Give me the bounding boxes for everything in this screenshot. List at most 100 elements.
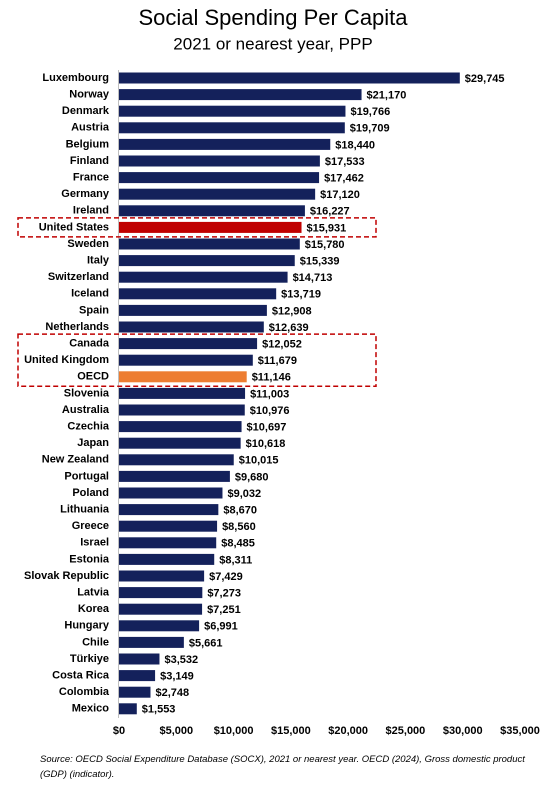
value-label: $21,170 bbox=[367, 90, 407, 102]
chart-subtitle: 2021 or nearest year, PPP bbox=[173, 34, 372, 53]
value-label: $8,560 bbox=[222, 521, 256, 533]
y-tick-label: Colombia bbox=[59, 686, 110, 698]
bar bbox=[119, 89, 362, 101]
value-label: $18,440 bbox=[335, 139, 375, 151]
y-tick-label: Hungary bbox=[64, 620, 110, 632]
y-tick-label: Spain bbox=[79, 304, 109, 316]
value-label: $12,639 bbox=[269, 322, 309, 334]
y-tick-label: Mexico bbox=[72, 703, 110, 715]
highlight-box bbox=[17, 333, 377, 388]
x-tick-label: $15,000 bbox=[271, 725, 311, 737]
y-tick-label: Ireland bbox=[73, 205, 109, 217]
value-label: $10,015 bbox=[239, 455, 279, 467]
y-tick-label: France bbox=[73, 172, 109, 184]
y-tick-label: Italy bbox=[87, 255, 110, 267]
bar bbox=[119, 221, 302, 233]
y-tick-label: Slovak Republic bbox=[24, 570, 109, 582]
y-tick-label: New Zealand bbox=[42, 454, 109, 466]
y-tick-label: Switzerland bbox=[48, 271, 109, 283]
value-label: $8,311 bbox=[219, 554, 252, 566]
y-tick-label: Finland bbox=[70, 155, 109, 167]
value-label: $11,003 bbox=[250, 388, 289, 400]
bar bbox=[119, 188, 316, 200]
value-label: $6,991 bbox=[204, 621, 238, 633]
y-tick-label: United States bbox=[39, 221, 109, 233]
y-tick-label: Australia bbox=[62, 404, 110, 416]
chart: Social Spending Per Capita 2021 or neare… bbox=[17, 5, 540, 737]
value-label: $10,697 bbox=[247, 422, 287, 434]
bar bbox=[119, 421, 242, 433]
value-label: $11,146 bbox=[252, 372, 291, 384]
value-label: $16,227 bbox=[310, 206, 350, 218]
bar bbox=[119, 587, 203, 599]
bar bbox=[119, 321, 264, 333]
y-tick-label: Israel bbox=[80, 537, 109, 549]
y-tick-label: Greece bbox=[72, 520, 109, 532]
value-label: $17,462 bbox=[324, 173, 364, 185]
source-note: Source: OECD Social Expenditure Database… bbox=[40, 754, 525, 780]
bar bbox=[119, 603, 203, 615]
y-tick-label: Korea bbox=[78, 603, 110, 615]
y-tick-label: Sweden bbox=[67, 238, 109, 250]
bar bbox=[119, 138, 331, 150]
bar bbox=[119, 238, 300, 250]
value-label: $12,052 bbox=[262, 339, 302, 351]
value-label: $15,339 bbox=[300, 256, 340, 268]
value-label: $8,485 bbox=[221, 538, 255, 550]
value-label: $15,780 bbox=[305, 239, 345, 251]
y-tick-label: Germany bbox=[61, 188, 110, 200]
value-label: $12,908 bbox=[272, 305, 312, 317]
y-tick-label: Slovenia bbox=[64, 387, 110, 399]
value-label: $9,680 bbox=[235, 471, 269, 483]
value-label: $29,745 bbox=[465, 73, 505, 85]
x-tick-label: $20,000 bbox=[328, 725, 368, 737]
bar bbox=[119, 354, 253, 366]
value-label: $8,670 bbox=[223, 505, 257, 517]
value-label: $3,149 bbox=[160, 671, 194, 683]
y-tick-label: Denmark bbox=[62, 105, 110, 117]
bar bbox=[119, 703, 137, 715]
bar bbox=[119, 520, 218, 532]
bar bbox=[119, 553, 215, 565]
value-label: $10,976 bbox=[250, 405, 290, 417]
y-tick-label: Costa Rica bbox=[52, 670, 110, 682]
value-label: $13,719 bbox=[281, 289, 321, 301]
bar bbox=[119, 437, 241, 449]
bar bbox=[119, 105, 346, 117]
y-tick-label: Chile bbox=[82, 636, 109, 648]
y-tick-label: Iceland bbox=[71, 288, 109, 300]
bar bbox=[119, 255, 295, 267]
bar bbox=[119, 670, 156, 682]
bar bbox=[119, 454, 234, 466]
bar bbox=[119, 537, 217, 549]
bar bbox=[119, 304, 267, 316]
bar bbox=[119, 371, 247, 383]
value-label: $11,679 bbox=[258, 355, 297, 367]
y-tick-label: Latvia bbox=[77, 587, 110, 599]
value-label: $7,429 bbox=[209, 571, 243, 583]
bar bbox=[119, 122, 345, 134]
value-label: $17,533 bbox=[325, 156, 365, 168]
x-tick-label: $10,000 bbox=[214, 725, 254, 737]
y-tick-label: Norway bbox=[69, 89, 110, 101]
bar bbox=[119, 653, 160, 665]
bar bbox=[119, 155, 320, 167]
y-tick-label: OECD bbox=[77, 371, 109, 383]
value-label: $2,748 bbox=[155, 687, 189, 699]
chart-title: Social Spending Per Capita bbox=[138, 5, 408, 30]
y-tick-label: Netherlands bbox=[45, 321, 109, 333]
y-tick-label: Türkiye bbox=[70, 653, 109, 665]
bar bbox=[119, 470, 230, 482]
value-label: $5,661 bbox=[189, 637, 223, 649]
highlight-box bbox=[17, 217, 377, 238]
y-tick-label: Lithuania bbox=[60, 504, 110, 516]
value-label: $14,713 bbox=[293, 272, 333, 284]
value-label: $17,120 bbox=[320, 189, 360, 201]
bar bbox=[119, 288, 277, 300]
y-tick-label: Canada bbox=[69, 338, 110, 350]
bar bbox=[119, 72, 460, 84]
y-tick-label: United Kingdom bbox=[24, 354, 109, 366]
value-label: $19,709 bbox=[350, 123, 390, 135]
y-tick-label: Poland bbox=[72, 487, 109, 499]
